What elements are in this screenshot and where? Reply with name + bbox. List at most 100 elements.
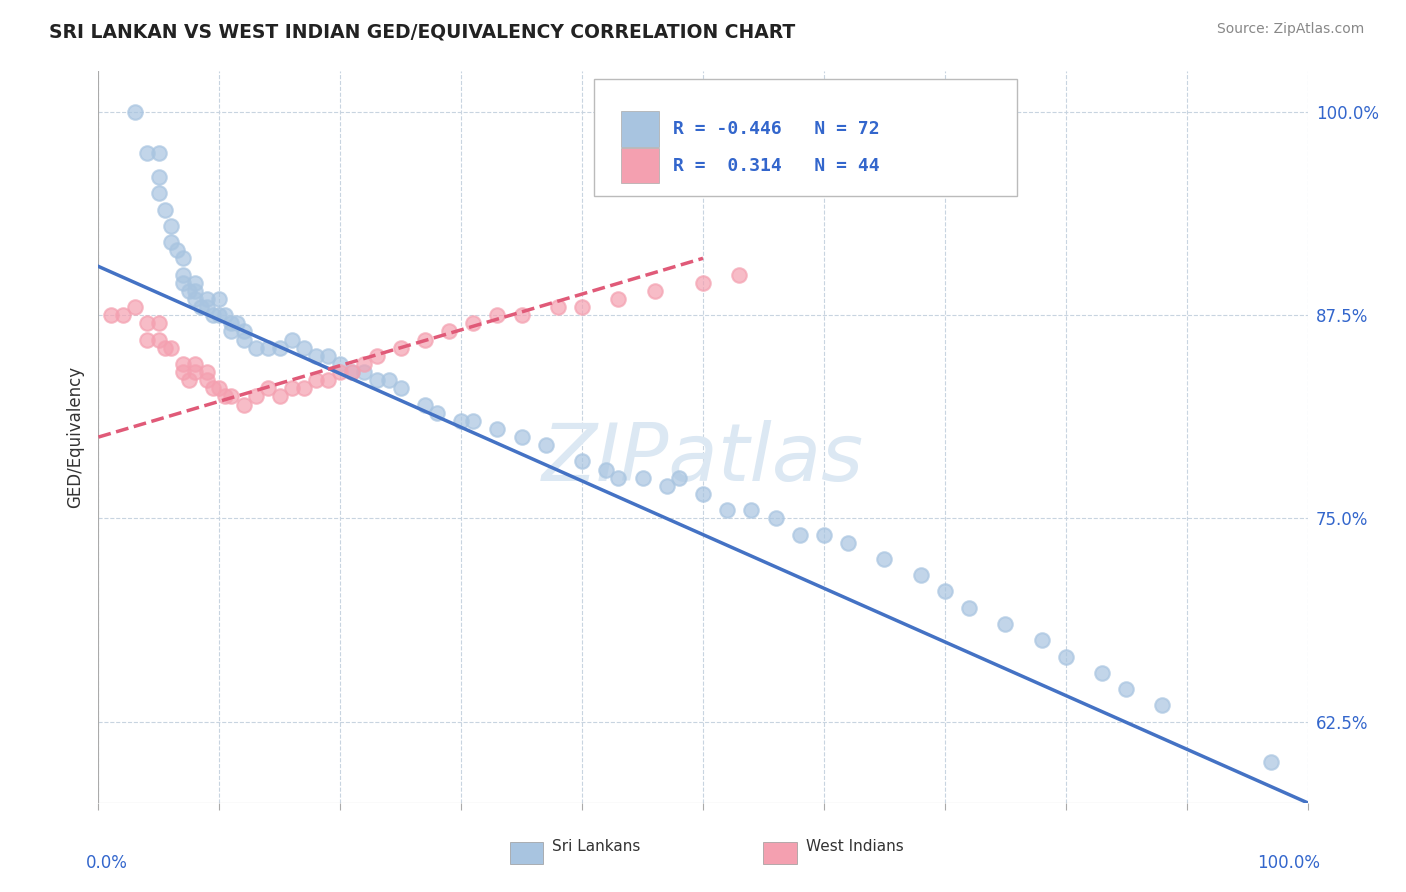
Text: 100.0%: 100.0% bbox=[1257, 854, 1320, 872]
Point bbox=[292, 381, 315, 395]
Point bbox=[789, 527, 811, 541]
Text: West Indians: West Indians bbox=[806, 839, 904, 855]
Point bbox=[1115, 681, 1137, 696]
Point bbox=[437, 325, 460, 339]
Point bbox=[1031, 633, 1053, 648]
Point bbox=[256, 341, 278, 355]
Point bbox=[463, 316, 485, 330]
Point bbox=[607, 292, 630, 306]
Point bbox=[342, 365, 364, 379]
Text: Source: ZipAtlas.com: Source: ZipAtlas.com bbox=[1216, 22, 1364, 37]
FancyBboxPatch shape bbox=[621, 112, 659, 146]
Point bbox=[366, 373, 388, 387]
Point bbox=[135, 145, 157, 160]
Point bbox=[214, 308, 236, 322]
Point bbox=[510, 430, 533, 444]
Point bbox=[607, 471, 630, 485]
FancyBboxPatch shape bbox=[621, 148, 659, 184]
Point bbox=[631, 471, 654, 485]
Point bbox=[716, 503, 738, 517]
Point bbox=[426, 406, 449, 420]
Text: Sri Lankans: Sri Lankans bbox=[551, 839, 640, 855]
Point bbox=[873, 552, 896, 566]
Point bbox=[148, 333, 170, 347]
Point bbox=[269, 389, 291, 403]
FancyBboxPatch shape bbox=[509, 841, 543, 863]
Text: 0.0%: 0.0% bbox=[86, 854, 128, 872]
Point bbox=[160, 341, 183, 355]
Point bbox=[305, 349, 328, 363]
Point bbox=[160, 235, 183, 249]
Point bbox=[232, 325, 254, 339]
Point bbox=[184, 292, 207, 306]
Point bbox=[221, 389, 243, 403]
Point bbox=[190, 300, 212, 314]
FancyBboxPatch shape bbox=[763, 841, 797, 863]
Point bbox=[172, 357, 194, 371]
Point bbox=[413, 333, 436, 347]
Text: R =  0.314   N = 44: R = 0.314 N = 44 bbox=[672, 157, 879, 175]
Point bbox=[389, 381, 412, 395]
Point bbox=[148, 169, 170, 184]
Point bbox=[329, 365, 352, 379]
Point bbox=[256, 381, 278, 395]
Point bbox=[389, 341, 412, 355]
Point bbox=[366, 349, 388, 363]
Point bbox=[1260, 755, 1282, 769]
Text: SRI LANKAN VS WEST INDIAN GED/EQUIVALENCY CORRELATION CHART: SRI LANKAN VS WEST INDIAN GED/EQUIVALENC… bbox=[49, 22, 796, 41]
Point bbox=[184, 365, 207, 379]
Point bbox=[316, 349, 339, 363]
Point bbox=[111, 308, 134, 322]
Point bbox=[172, 252, 194, 266]
Point bbox=[668, 471, 690, 485]
Point bbox=[221, 316, 243, 330]
Point bbox=[1152, 698, 1174, 713]
Point bbox=[377, 373, 399, 387]
Point bbox=[232, 333, 254, 347]
Point bbox=[100, 308, 122, 322]
Point bbox=[172, 276, 194, 290]
Point bbox=[510, 308, 533, 322]
Point bbox=[934, 584, 956, 599]
Point bbox=[765, 511, 787, 525]
Point bbox=[208, 381, 231, 395]
Point bbox=[813, 527, 835, 541]
Point bbox=[195, 300, 218, 314]
Point bbox=[221, 325, 243, 339]
Point bbox=[269, 341, 291, 355]
Point bbox=[195, 373, 218, 387]
Point bbox=[837, 535, 859, 549]
Point bbox=[342, 365, 364, 379]
Point bbox=[413, 398, 436, 412]
Point bbox=[692, 276, 714, 290]
Point bbox=[910, 568, 932, 582]
Y-axis label: GED/Equivalency: GED/Equivalency bbox=[66, 366, 84, 508]
Point bbox=[571, 454, 593, 468]
Point bbox=[281, 333, 304, 347]
Point bbox=[245, 389, 267, 403]
FancyBboxPatch shape bbox=[595, 78, 1018, 195]
Point bbox=[179, 373, 201, 387]
Point bbox=[179, 284, 201, 298]
Point bbox=[148, 316, 170, 330]
Point bbox=[124, 300, 146, 314]
Point bbox=[547, 300, 569, 314]
Point bbox=[728, 268, 751, 282]
Point bbox=[571, 300, 593, 314]
Point bbox=[135, 316, 157, 330]
Point bbox=[166, 243, 188, 257]
Point bbox=[245, 341, 267, 355]
Point bbox=[644, 284, 666, 298]
Text: ZIPatlas: ZIPatlas bbox=[541, 420, 865, 498]
Point bbox=[160, 219, 183, 233]
Point bbox=[184, 284, 207, 298]
Point bbox=[124, 105, 146, 120]
Point bbox=[740, 503, 762, 517]
Point bbox=[957, 600, 980, 615]
Point bbox=[208, 308, 231, 322]
Text: R = -0.446   N = 72: R = -0.446 N = 72 bbox=[672, 120, 879, 138]
Point bbox=[148, 186, 170, 201]
Point bbox=[184, 357, 207, 371]
Point bbox=[692, 487, 714, 501]
Point bbox=[329, 357, 352, 371]
